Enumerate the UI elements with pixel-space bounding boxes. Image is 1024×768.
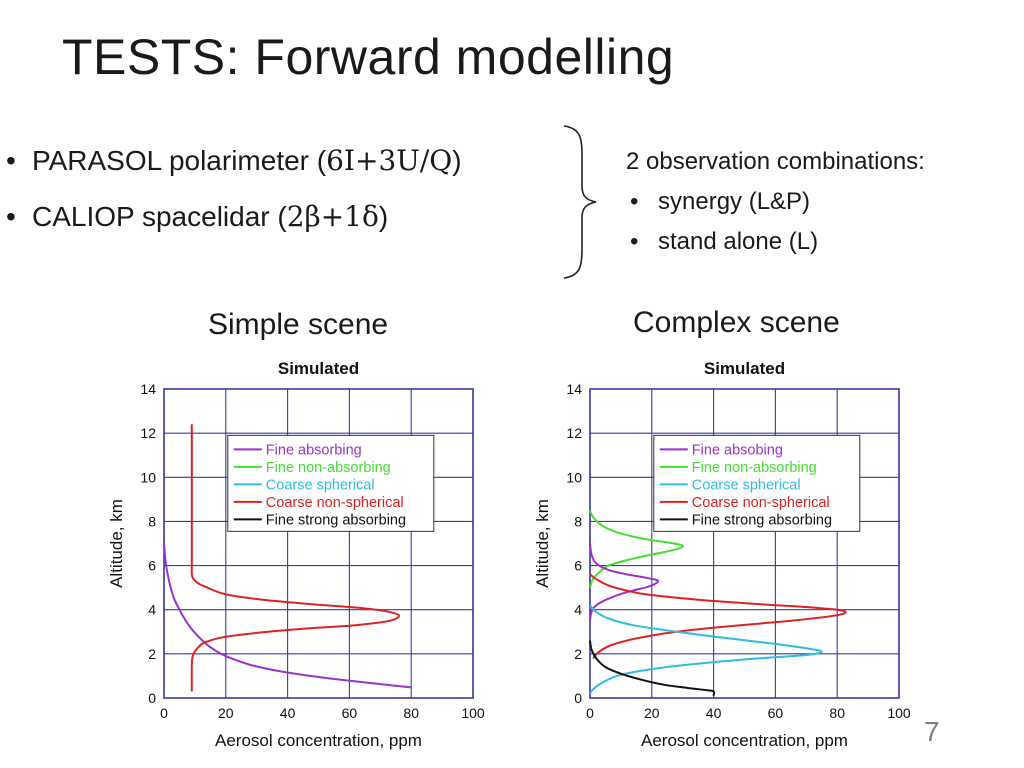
legend-label: Fine absorbing <box>266 442 362 458</box>
y-tick-label: 2 <box>574 646 582 662</box>
y-tick-label: 14 <box>566 381 582 397</box>
y-tick-label: 8 <box>574 513 582 529</box>
bullet-text: CALIOP spacelidar ( <box>32 201 287 232</box>
y-tick-label: 12 <box>566 425 582 441</box>
bullet-dot: • <box>6 201 16 232</box>
legend-label: Fine non-absorbing <box>266 460 391 476</box>
x-axis-label: Aerosol concentration, ppm <box>641 731 848 750</box>
scene-label-simple: Simple scene <box>208 308 389 341</box>
legend-label: Fine strong absorbing <box>692 512 832 528</box>
y-tick-label: 14 <box>140 381 156 397</box>
bullet-dot: • <box>630 228 639 255</box>
bullet-text-end: ) <box>378 201 389 232</box>
x-tick-label: 80 <box>403 705 419 721</box>
y-tick-label: 8 <box>148 513 156 529</box>
x-tick-label: 0 <box>160 705 168 721</box>
bullet-text-end: ) <box>452 145 462 176</box>
x-tick-label: 100 <box>461 705 485 721</box>
observation-item: • stand alone (L) <box>626 222 925 262</box>
observation-item: • synergy (L&P) <box>626 182 925 222</box>
legend-label: Coarse spherical <box>692 477 801 493</box>
bullet-math: 6I+3U/Q <box>326 144 453 177</box>
chart-title: Simulated <box>704 359 785 378</box>
plot-frame <box>589 388 900 699</box>
curly-brace <box>563 125 597 279</box>
x-tick-label: 80 <box>829 705 845 721</box>
x-tick-label: 40 <box>280 705 296 721</box>
page-title: TESTS: Forward modelling <box>62 29 675 85</box>
x-tick-label: 20 <box>644 705 660 721</box>
x-tick-label: 40 <box>706 705 722 721</box>
y-tick-label: 0 <box>148 690 156 706</box>
series-line <box>190 424 400 692</box>
y-tick-label: 6 <box>148 558 156 574</box>
y-tick-label: 4 <box>148 602 156 618</box>
legend-label: Fine non-absorbing <box>692 460 817 476</box>
simple-scene-chart: 0 20 40 60 80 100 0 2 4 6 8 10 12 14 Simulated Aerosol … <box>107 359 485 750</box>
series-line <box>589 604 823 695</box>
scene-label-complex: Complex scene <box>633 306 840 339</box>
chart-title: Simulated <box>278 359 359 378</box>
y-tick-label: 12 <box>140 425 156 441</box>
y-tick-label: 0 <box>574 690 582 706</box>
slide-number: 7 <box>924 716 940 747</box>
x-tick-label: 20 <box>218 705 234 721</box>
instrument-bullets: • PARASOL polarimeter (6I+3U/Q) • CALIOP s… <box>6 144 462 256</box>
y-tick-label: 10 <box>566 469 582 485</box>
x-tick-label: 60 <box>342 705 358 721</box>
y-tick-label: 4 <box>574 602 582 618</box>
x-tick-label: 60 <box>768 705 784 721</box>
bullet-math: 2β+1δ <box>286 200 379 233</box>
x-tick-label: 100 <box>887 705 911 721</box>
bullet-dot: • <box>6 145 16 176</box>
observation-item-text: synergy (L&P) <box>658 188 811 215</box>
x-axis-label: Aerosol concentration, ppm <box>215 731 422 750</box>
complex-scene-chart: 0 20 40 60 80 100 0 2 4 6 8 10 12 14 Simulated Aerosol … <box>533 359 911 750</box>
bullet-parasol: • PARASOL polarimeter (6I+3U/Q) <box>6 144 462 200</box>
x-tick-label: 0 <box>586 705 594 721</box>
y-axis-label: Altitude, km <box>107 499 126 588</box>
series-line <box>589 640 716 696</box>
y-axis-label: Altitude, km <box>533 499 552 588</box>
legend-box <box>227 434 435 532</box>
legend-label: Coarse non-spherical <box>266 495 404 511</box>
legend-label: Fine strong absorbing <box>266 512 406 528</box>
y-tick-label: 6 <box>574 558 582 574</box>
series-line <box>589 573 847 659</box>
legend-label: Fine absobing <box>692 442 783 458</box>
observation-heading: 2 observation combinations: <box>626 148 925 175</box>
observation-item-text: stand alone (L) <box>658 228 819 255</box>
legend-label: Coarse non-spherical <box>692 495 830 511</box>
bullet-caliop: • CALIOP spacelidar (2β+1δ) <box>6 200 462 256</box>
legend-label: Coarse spherical <box>266 477 375 493</box>
y-tick-label: 2 <box>148 646 156 662</box>
y-tick-label: 10 <box>140 469 156 485</box>
observation-combinations: 2 observation combinations: • synergy (L&… <box>626 142 925 262</box>
series-line <box>589 543 659 621</box>
series-line <box>589 509 684 588</box>
legend-box <box>653 434 861 532</box>
bullet-dot: • <box>630 188 639 215</box>
series-line <box>163 543 412 689</box>
bullet-text: PARASOL polarimeter ( <box>32 145 327 176</box>
